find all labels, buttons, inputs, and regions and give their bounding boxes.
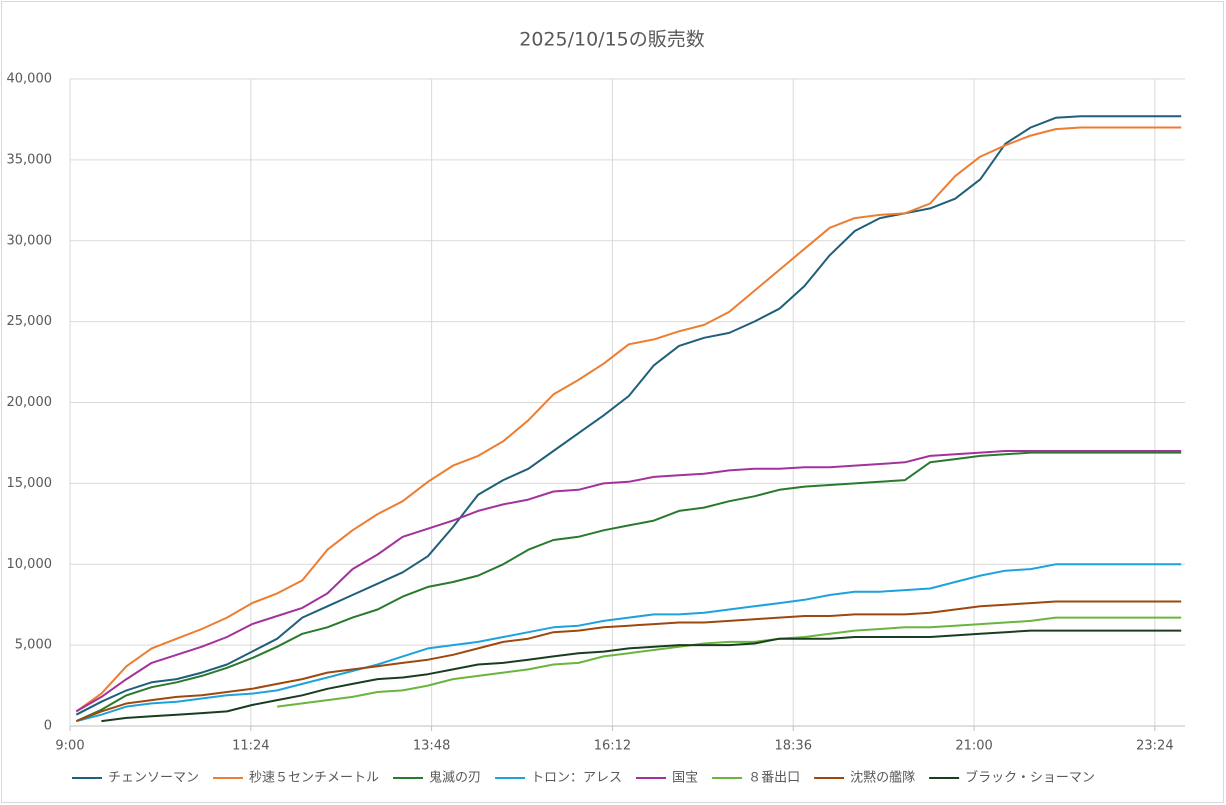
legend-label: トロン：アレス — [531, 771, 622, 786]
x-tick-label: 16:12 — [594, 739, 631, 754]
y-tick-label: 20,000 — [7, 395, 53, 410]
y-tick-label: 10,000 — [7, 557, 53, 572]
x-tick-label: 23:24 — [1136, 739, 1173, 754]
legend-label: 鬼滅の刃 — [429, 770, 481, 786]
x-tick-label: 9:00 — [55, 739, 84, 754]
legend-label: ブラック・ショーマン — [965, 770, 1095, 786]
legend-label: チェンソーマン — [108, 771, 199, 786]
x-tick-label: 18:36 — [775, 739, 812, 754]
chart-title: 2025/10/15の販売数 — [519, 29, 705, 51]
series-line — [75, 126, 1182, 713]
x-tick-label: 13:48 — [413, 739, 450, 754]
y-tick-label: 0 — [44, 719, 52, 734]
series-line — [277, 616, 1182, 708]
series-line — [75, 115, 1182, 716]
y-tick-label: 35,000 — [7, 152, 53, 167]
legend-label: ８番出口 — [748, 771, 800, 786]
x-tick-label: 11:24 — [232, 739, 269, 754]
x-tick-label: 21:00 — [955, 739, 992, 754]
legend-label: 国宝 — [672, 771, 698, 786]
legend-label: 沈黙の艦隊 — [850, 770, 915, 786]
legend-label: 秒速５センチメートル — [249, 771, 379, 786]
series-line — [75, 451, 1182, 723]
y-tick-label: 40,000 — [7, 72, 53, 87]
series-line — [75, 450, 1182, 713]
y-tick-label: 25,000 — [7, 314, 53, 329]
series-line — [75, 600, 1182, 723]
y-tick-label: 30,000 — [7, 233, 53, 248]
y-tick-label: 5,000 — [15, 638, 52, 653]
y-tick-label: 15,000 — [7, 476, 53, 491]
series-line — [76, 563, 1182, 723]
series-line — [101, 629, 1182, 723]
